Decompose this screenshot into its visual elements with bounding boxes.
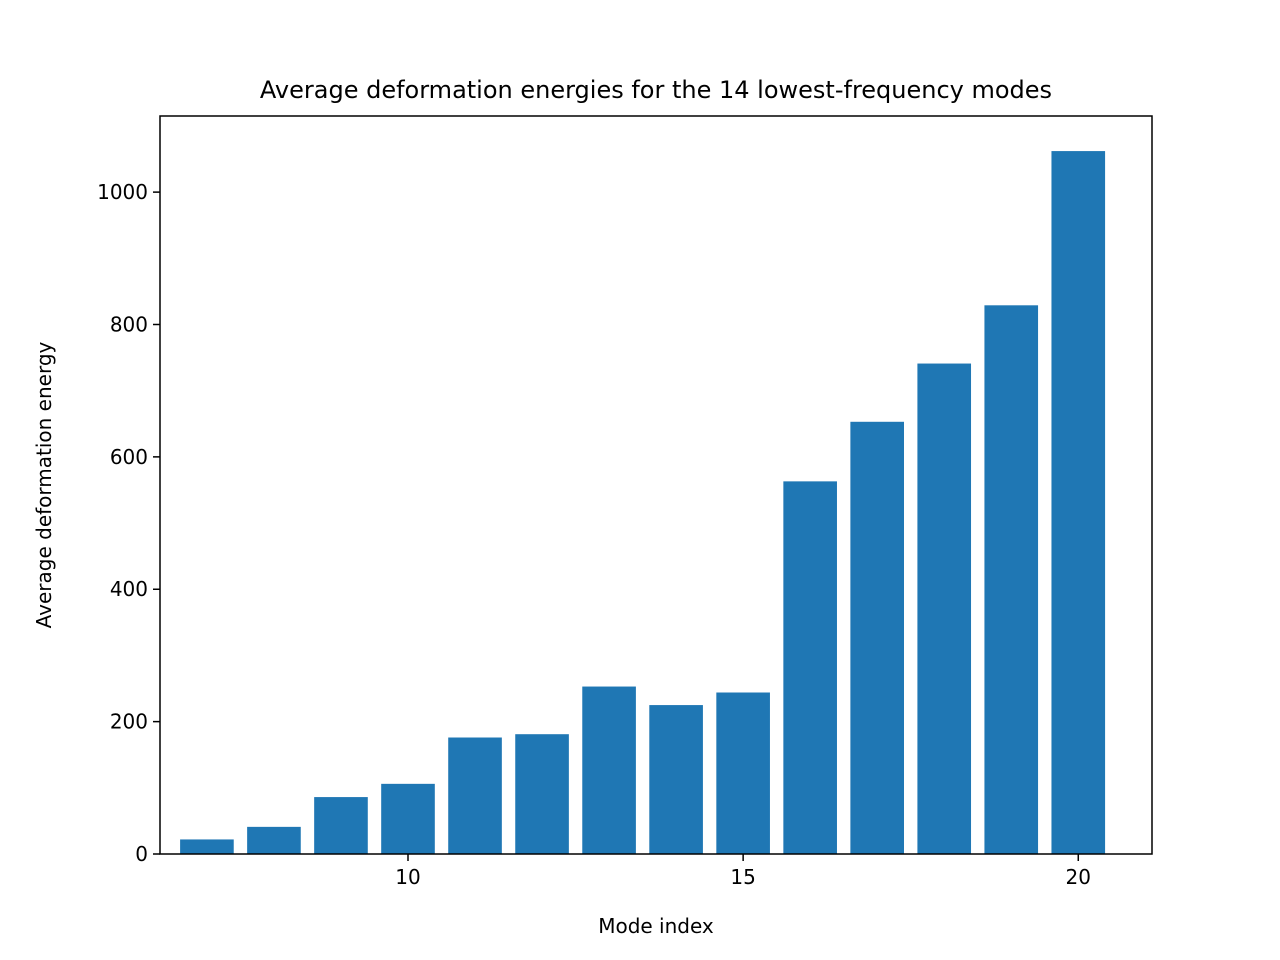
bar-mode-8 (247, 826, 301, 854)
bar-mode-17 (850, 421, 904, 854)
y-tick-label: 0 (135, 842, 148, 866)
bar-mode-9 (314, 797, 368, 854)
y-axis: 0 200 400 600 800 1000 (97, 180, 160, 866)
x-axis-label: Mode index (598, 914, 714, 938)
bar-mode-11 (448, 737, 502, 854)
bar-mode-7 (180, 839, 234, 854)
bar-mode-15 (716, 692, 770, 854)
y-tick-label: 200 (110, 710, 148, 734)
bar-mode-10 (381, 783, 435, 854)
bar-mode-14 (649, 705, 703, 854)
chart-title: Average deformation energies for the 14 … (260, 76, 1052, 104)
x-tick-label: 15 (730, 865, 755, 889)
y-axis-label: Average deformation energy (32, 341, 56, 628)
x-tick-label: 20 (1066, 865, 1091, 889)
y-tick-label: 400 (110, 577, 148, 601)
y-tick-label: 1000 (97, 180, 148, 204)
bar-mode-16 (783, 481, 837, 854)
y-tick-label: 600 (110, 445, 148, 469)
x-tick-label: 10 (395, 865, 420, 889)
y-tick-label: 800 (110, 312, 148, 336)
bar-mode-19 (984, 305, 1039, 854)
bars-group (180, 151, 1106, 854)
bar-mode-13 (582, 686, 636, 854)
plot-frame (159, 115, 1153, 855)
x-axis: 10 15 20 (395, 854, 1091, 889)
bar-mode-12 (515, 734, 569, 854)
bar-mode-20 (1051, 151, 1106, 854)
bar-mode-18 (917, 363, 972, 854)
